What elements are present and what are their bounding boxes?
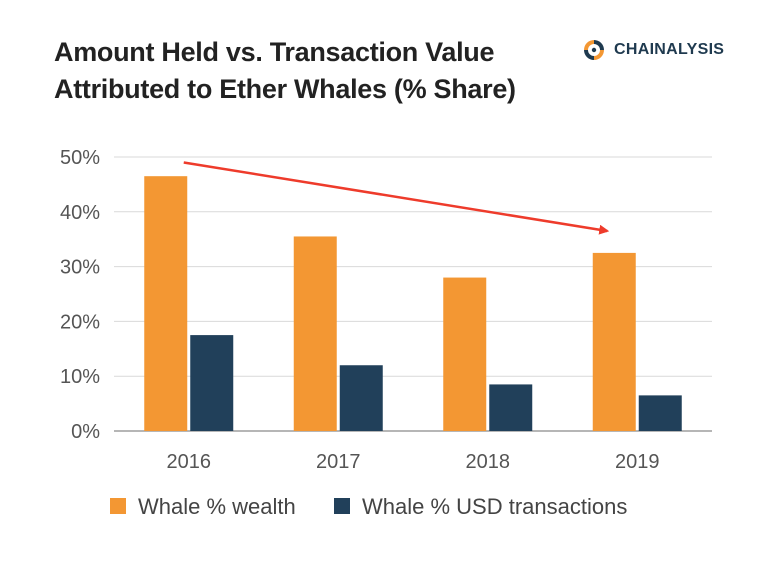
y-axis-ticks: 0% 10% 20% 30% 40% 50%: [60, 147, 100, 443]
x-axis-ticks: 2016 2017 2018 2019: [167, 451, 660, 473]
chainalysis-logo-icon: [584, 40, 604, 60]
bar-whale-usd-transactions: [339, 365, 383, 431]
x-tick-label: 2017: [316, 451, 361, 473]
trend-annotation: [183, 161, 610, 235]
bar-whale-usd-transactions: [489, 384, 533, 431]
legend-swatch-wealth: [110, 498, 126, 514]
legend-swatch-usd: [334, 498, 350, 514]
bar-whale-wealth: [293, 236, 337, 431]
legend: Whale % wealth Whale % USD transactions: [110, 494, 627, 519]
chart-title-line-1: Amount Held vs. Transaction Value: [54, 37, 495, 67]
brand-logo: CHAINALYSIS: [582, 38, 724, 62]
chart-title: Amount Held vs. Transaction Value Attrib…: [54, 34, 554, 108]
bar-whale-wealth: [592, 252, 636, 431]
trend-arrow: [183, 161, 610, 235]
chart-title-line-2: Attributed to Ether Whales (% Share): [54, 74, 516, 104]
y-tick-label: 0%: [71, 421, 100, 443]
bars: [144, 176, 682, 431]
x-tick-label: 2016: [167, 451, 212, 473]
y-tick-label: 10%: [60, 366, 100, 388]
y-tick-label: 40%: [60, 202, 100, 224]
x-tick-label: 2019: [615, 451, 660, 473]
legend-label-usd: Whale % USD transactions: [362, 494, 627, 519]
legend-label-wealth: Whale % wealth: [138, 494, 296, 519]
bar-whale-wealth: [144, 176, 188, 431]
bar-whale-usd-transactions: [190, 335, 234, 431]
bar-whale-usd-transactions: [638, 395, 682, 431]
x-tick-label: 2018: [466, 451, 511, 473]
y-tick-label: 30%: [60, 257, 100, 279]
y-tick-label: 20%: [60, 311, 100, 333]
brand-name: CHAINALYSIS: [614, 41, 725, 58]
bar-whale-wealth: [443, 277, 487, 431]
y-tick-label: 50%: [60, 147, 100, 169]
